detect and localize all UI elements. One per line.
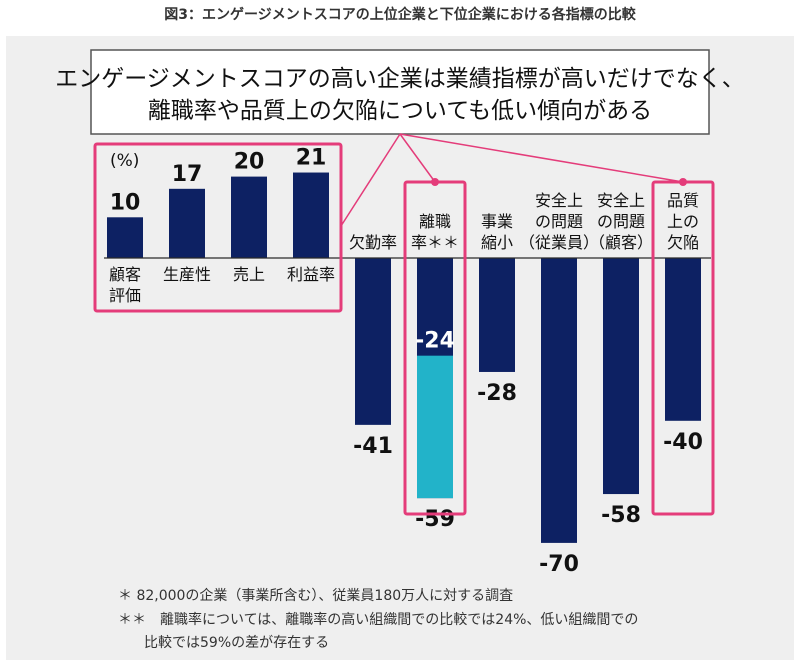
bar-chart: エンゲージメントスコアの高い企業は業績指標が高いだけでなく、 離職率や品質上の欠…	[55, 49, 745, 577]
footnote-3: 比較では59%の差が存在する	[144, 635, 330, 651]
category-label-5-1: 率＊＊	[411, 233, 459, 252]
bar-overlay-segment	[417, 355, 453, 499]
overlay-group	[417, 355, 453, 499]
bar-8	[603, 258, 639, 495]
bar-6	[479, 258, 515, 372]
value-label-5: -59	[415, 507, 455, 532]
category-label-6-1: 縮小	[481, 233, 513, 252]
category-label-8-0: 安全上	[597, 191, 645, 210]
bar-2	[231, 176, 267, 258]
value-label-7: -70	[539, 552, 579, 577]
category-label-0-0: 顧客	[109, 265, 141, 284]
category-label-7-0: 安全上	[535, 191, 583, 210]
callout-line-2: 離職率や品質上の欠陥についても低い傾向がある	[148, 98, 652, 124]
category-label-9-2: 欠陥	[667, 233, 699, 252]
bar-3	[293, 172, 329, 258]
bar-1	[169, 188, 205, 258]
category-label-7-2: （従業員）	[519, 233, 599, 252]
category-label-8-1: の問題	[597, 212, 645, 231]
callout-connectors	[340, 133, 687, 227]
value-label-8: -58	[601, 503, 641, 528]
highlight-box-0	[93, 142, 343, 313]
value-labels: 10 17 20 21 -41 -59 -28 -70 -58 -40 -24	[110, 146, 703, 577]
category-label-3-0: 利益率	[287, 265, 335, 284]
callout: エンゲージメントスコアの高い企業は業績指標が高いだけでなく、 離職率や品質上の欠…	[55, 49, 745, 135]
callout-box	[90, 49, 710, 135]
footnote-1: ＊ 82,000の企業（事業所含む）、従業員180万人に対する調査	[118, 588, 514, 604]
value-label-0: 10	[110, 190, 141, 215]
connector-line-2	[399, 133, 684, 183]
bar-4	[355, 258, 391, 425]
chart-panel: エンゲージメントスコアの高い企業は業績指標が高いだけでなく、 離職率や品質上の欠…	[6, 36, 794, 660]
bar-9	[665, 258, 701, 421]
category-label-1-0: 生産性	[163, 265, 211, 284]
value-label-3: 21	[296, 146, 327, 171]
connector-dot-2	[679, 178, 687, 186]
connector-line-0	[340, 133, 401, 227]
category-label-6-0: 事業	[481, 212, 513, 231]
value-label-4: -41	[353, 434, 393, 459]
figure-title: 図3：エンゲージメントスコアの上位企業と下位企業における各指標の比較	[164, 7, 636, 23]
unit-label: (%)	[110, 151, 139, 171]
bar-0	[107, 217, 143, 258]
value-label-6: -28	[477, 381, 517, 406]
bar-7	[541, 258, 577, 543]
value-label-9: -40	[663, 430, 703, 455]
callout-line-1: エンゲージメントスコアの高い企業は業績指標が高いだけでなく、	[55, 66, 745, 92]
category-label-9-0: 品質	[667, 191, 699, 210]
footnote-2: ＊＊ 離職率については、離職率の高い組織間での比較では24%、低い組織間での	[118, 612, 639, 628]
category-label-9-1: 上の	[667, 212, 699, 231]
value-label-1: 17	[172, 162, 203, 187]
category-label-2-0: 売上	[233, 265, 265, 284]
category-label-4-0: 欠勤率	[349, 233, 397, 252]
category-label-8-2: （顧客）	[589, 233, 653, 252]
value-label-2: 20	[234, 150, 265, 175]
connector-dot-1	[431, 178, 439, 186]
connector-line-1	[399, 133, 436, 183]
category-label-5-0: 離職	[419, 212, 451, 231]
value-label-overlay: -24	[415, 329, 455, 354]
category-label-7-1: の問題	[535, 212, 583, 231]
category-label-0-1: 評価	[109, 286, 141, 305]
